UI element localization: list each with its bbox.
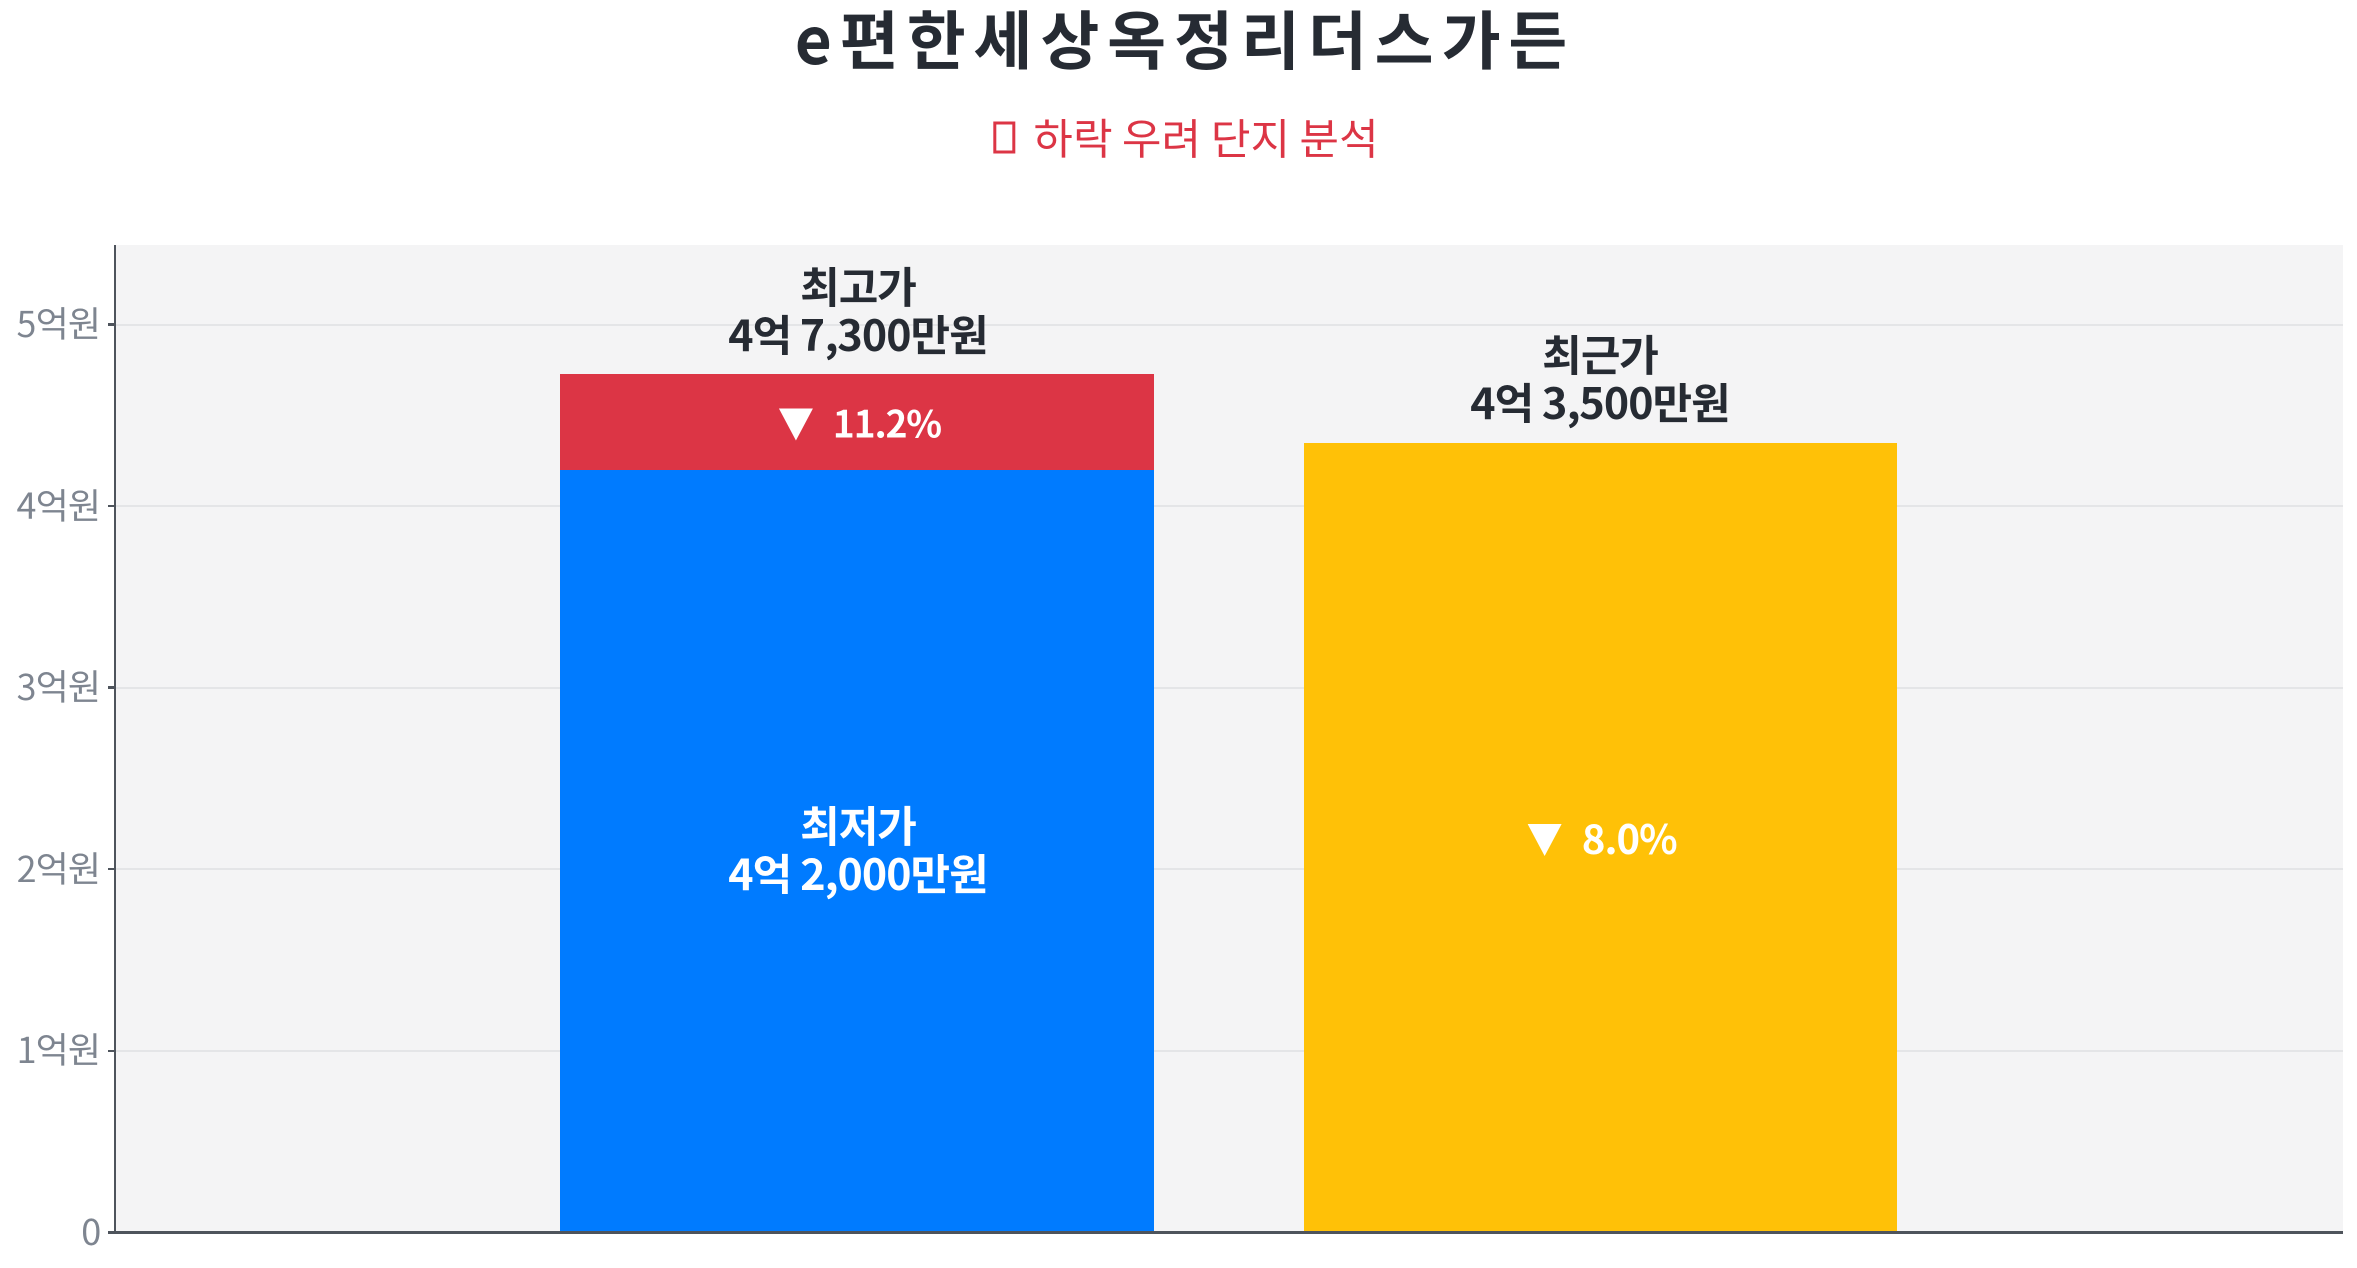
y-axis-tick bbox=[107, 1049, 114, 1052]
bar-recent-price[interactable] bbox=[1304, 442, 1897, 1233]
bar-segment-lowest-price[interactable] bbox=[560, 469, 1154, 1233]
y-axis-label: 4억원 bbox=[16, 477, 101, 530]
annotation-highest-price: 최고가 4억 7,300만원 bbox=[728, 254, 988, 364]
annotation-recent-price-value: 4억 3,500만원 bbox=[1470, 370, 1730, 432]
gridline bbox=[116, 868, 2343, 871]
annotation-highest-price-value: 4억 7,300만원 bbox=[728, 302, 988, 364]
annotation-recent-price-title: 최근가 bbox=[1542, 322, 1659, 384]
page-title: e편한세상옥정리더스가든 bbox=[794, 0, 1576, 83]
page-subtitle: 하락 우려 단지 분석 bbox=[993, 105, 1379, 168]
annotation-lowest-price-value: 4억 2,000만원 bbox=[728, 841, 988, 903]
missing-glyph-box-icon bbox=[993, 121, 1016, 153]
y-axis-label: 1억원 bbox=[16, 1022, 101, 1075]
y-axis-line bbox=[113, 245, 116, 1234]
y-axis-tick bbox=[107, 686, 114, 689]
drop-percent-high-to-recent: 8.0% bbox=[1527, 807, 1678, 866]
annotation-lowest-price: 최저가 4억 2,000만원 bbox=[728, 793, 988, 903]
down-triangle-icon bbox=[1527, 823, 1562, 856]
plot-area bbox=[116, 245, 2343, 1232]
drop-percent-high-to-low: 11.2% bbox=[778, 394, 942, 449]
y-axis-label: 2억원 bbox=[16, 840, 101, 893]
y-axis-label: 5억원 bbox=[16, 296, 101, 349]
down-triangle-icon bbox=[778, 408, 813, 440]
y-axis-tick bbox=[107, 323, 114, 326]
page-subtitle-label: 하락 우려 단지 분석 bbox=[1033, 105, 1379, 168]
drop-percent-high-to-low-label: 11.2% bbox=[832, 394, 942, 449]
x-axis-line bbox=[113, 1231, 2343, 1234]
drop-percent-high-to-recent-label: 8.0% bbox=[1581, 807, 1678, 866]
y-axis-tick bbox=[107, 504, 114, 508]
y-axis-label: 3억원 bbox=[16, 659, 101, 712]
y-axis-tick bbox=[107, 867, 114, 871]
gridline bbox=[116, 686, 2343, 689]
down-triangle-shape bbox=[1527, 823, 1562, 856]
gridline bbox=[116, 1049, 2343, 1052]
bar-segment-drop[interactable] bbox=[560, 373, 1154, 470]
annotation-lowest-price-title: 최저가 bbox=[800, 793, 917, 855]
annotation-recent-price: 최근가 4억 3,500만원 bbox=[1470, 322, 1730, 432]
y-axis-label: 0 bbox=[81, 1204, 101, 1256]
gridline bbox=[116, 323, 2343, 326]
y-axis-tick bbox=[107, 1231, 114, 1234]
down-triangle-shape bbox=[778, 408, 813, 440]
gridline bbox=[116, 505, 2343, 508]
annotation-highest-price-title: 최고가 bbox=[800, 254, 917, 316]
